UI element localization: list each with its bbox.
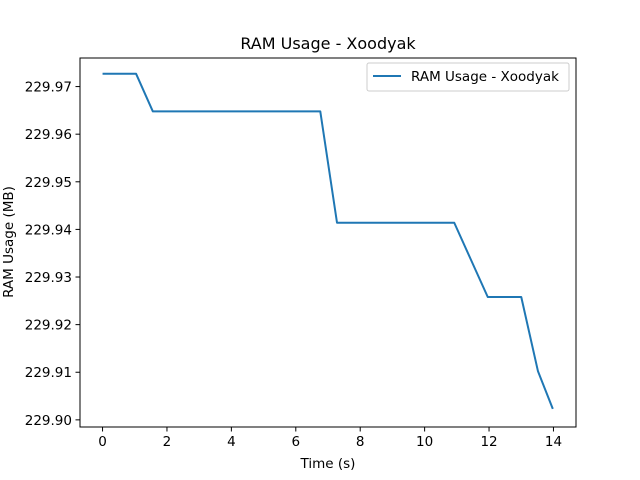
plot-area [79,57,577,428]
y-tick-label: 229.90 [25,413,72,429]
y-tick-label: 229.94 [25,222,72,238]
y-tick-label: 229.93 [25,270,72,286]
legend: RAM Usage - Xoodyak [366,62,570,92]
y-tick-label: 229.96 [25,127,72,143]
x-tick-label: 14 [545,434,562,450]
x-tick-label: 8 [356,434,365,450]
chart-title: RAM Usage - Xoodyak [240,34,416,53]
x-tick-label: 6 [291,434,300,450]
axes-frame [79,57,577,428]
series-line-0 [102,72,554,410]
y-axis: 229.90 229.91 229.92 229.93 229.94 229.95 229.… [25,80,80,429]
y-axis-label: RAM Usage (MB) [1,186,17,298]
x-tick-label: 2 [163,434,172,450]
y-tick-label: 229.95 [25,175,72,191]
x-axis-label: Time (s) [300,456,356,472]
legend-box [366,62,570,92]
x-axis: 0 2 4 6 8 10 12 14 [98,427,562,450]
legend-label: RAM Usage - Xoodyak [411,69,559,85]
x-tick-label: 10 [416,434,433,450]
y-tick-label: 229.97 [25,80,72,96]
x-tick-label: 12 [480,434,497,450]
y-tick-label: 229.91 [25,365,72,381]
x-tick-label: 0 [98,434,107,450]
y-tick-label: 229.92 [25,318,72,334]
x-tick-label: 4 [227,434,236,450]
